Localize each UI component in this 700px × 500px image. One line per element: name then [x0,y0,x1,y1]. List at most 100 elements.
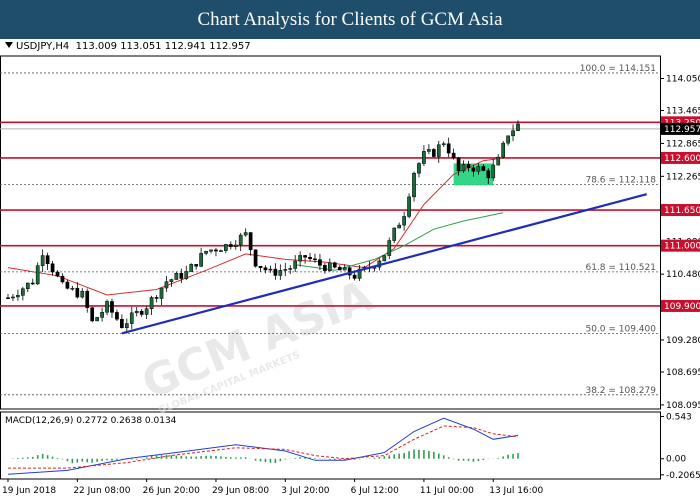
candle-bull [164,281,169,289]
candle-bull [357,268,362,279]
y-tick-label: 110.480 [666,270,700,280]
level-price-label: 111.000 [664,242,700,252]
candle-bull [417,163,421,174]
x-tick-label: 22 Jun 08:00 [73,486,130,496]
candle-bear [90,307,95,322]
candle-bull [149,297,154,310]
candle-bear [486,170,491,179]
y-tick-label: 112.865 [666,139,700,149]
candle-bull [169,279,174,282]
x-tick-label: 6 Jul 12:00 [351,486,400,496]
candle-bear [75,287,80,298]
candle-bear [466,164,471,169]
candle-bear [60,275,65,283]
candle-bear [481,166,486,171]
candle-bear [248,232,253,251]
candle-bear [45,255,50,265]
candle-bull [501,142,505,158]
y-tick-label: 108.095 [666,401,700,411]
candle-bull [224,244,228,251]
candle-bull [402,216,406,226]
macd-info: MACD(12,26,9) 0.2772 0.2638 0.0134 [5,416,177,426]
candle-bull [382,255,387,262]
candle-bull [25,282,30,289]
candle-bull [134,310,139,314]
candle-bear [451,152,456,159]
candle-bear [55,271,60,277]
candle-bear [115,312,119,320]
fib-label: 61.8 = 110.521 [585,263,656,273]
candle-bull [412,172,416,198]
y-tick-label: 113.465 [666,107,700,117]
candle-bear [337,266,342,271]
candle-bull [16,295,20,298]
candle-bull [243,232,248,236]
candle-bull [124,323,129,328]
candle-bull [506,135,510,144]
x-tick-label: 11 Jul 00:00 [420,486,474,496]
candle-bear [258,265,263,268]
candle-bull [238,234,243,246]
candle-bull [40,255,45,266]
candle-bull [100,312,104,318]
level-price-tag [661,151,700,164]
candle-bull [21,288,25,296]
dropdown-triangle-icon[interactable] [5,42,13,48]
level-price-tag [661,204,700,217]
candle-bear [313,258,317,261]
trendline [121,193,648,335]
candle-bull [219,250,223,252]
candle-bear [179,273,184,279]
level-price-tag [661,239,700,252]
candle-bull [11,296,15,299]
candle-bull [293,260,298,269]
x-tick-label: 29 Jun 08:00 [212,486,269,496]
x-tick-label: 13 Jul 16:00 [489,486,543,496]
candle-bull [387,240,392,256]
candle-bear [214,249,218,252]
candle-bear [85,290,90,308]
y-tick-label: 112.265 [666,172,700,182]
macd-panel-frame [0,411,661,480]
x-tick-label: 3 Jul 20:00 [281,486,330,496]
candle-bull [105,301,109,313]
candle-bear [65,281,70,289]
candle-bear [120,318,124,328]
candle-bull [233,244,238,248]
candle-bull [511,130,515,137]
candle-bear [347,267,352,276]
fib-label: 50.0 = 109.400 [585,324,656,334]
level-price-tag [661,299,700,312]
candle-bull [159,287,164,299]
level-price-label: 109.900 [664,302,700,312]
candle-bear [332,262,337,268]
candle-bear [110,301,114,313]
macd-main-line [7,417,519,475]
candle-bull [184,271,189,279]
candle-bull [189,264,194,272]
ohlc-values: 113.009 113.051 112.941 112.957 [75,41,251,52]
candle-bull [174,273,179,280]
candle-bear [456,157,461,172]
candle-bear [273,268,278,276]
macd-y-tick-label: -0.2065 [666,471,700,481]
candle-bull [288,268,293,270]
level-price-tag [661,116,700,129]
y-tick-label: 108.695 [666,368,700,378]
candle-bear [431,149,436,157]
candle-bull [327,262,332,271]
level-price-label: 111.650 [664,206,700,216]
candle-bull [35,265,40,285]
candle-bull [199,253,203,267]
candle-bull [209,249,213,252]
candle-bull [516,123,520,131]
candle-bear [6,297,10,299]
macd-y-tick-label: 0.00 [666,455,686,465]
fib-label: 78.6 = 112.118 [585,175,656,185]
candle-bull [342,267,347,271]
candle-bear [303,255,307,258]
candle-bull [70,287,75,290]
y-tick-label: 114.050 [666,74,700,84]
candle-bull [95,317,99,322]
